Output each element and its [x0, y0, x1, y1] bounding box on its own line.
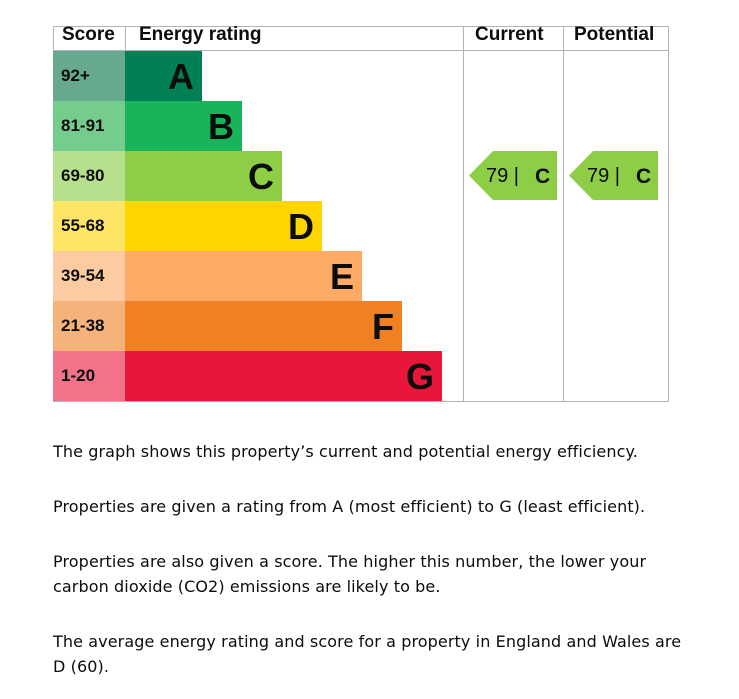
header-energy-rating: Energy rating [139, 24, 262, 45]
score-range-c: 69-80 [53, 151, 125, 201]
current-divider [463, 26, 464, 402]
score-range-d: 55-68 [53, 201, 125, 251]
current-score: 79 | [486, 165, 519, 187]
current-rating-arrow: 79 | C [469, 151, 557, 200]
right-border [668, 26, 669, 402]
rating-arrows: 79 | C 79 | C [469, 151, 658, 200]
rating-bar-d: D [125, 201, 322, 251]
header-potential: Potential [574, 24, 655, 45]
header-current: Current [475, 24, 544, 45]
bottom-border [53, 401, 668, 402]
description-paragraph-4: The average energy rating and score for … [53, 632, 682, 676]
rating-bar-g: G [125, 351, 442, 401]
rating-bar-e: E [125, 251, 362, 301]
score-range-a: 92+ [53, 51, 125, 101]
score-range-e: 39-54 [53, 251, 125, 301]
description-paragraph-1: The graph shows this property’s current … [53, 442, 638, 461]
description-paragraph-3: Properties are also given a score. The h… [53, 552, 647, 596]
rating-bar-a: A [125, 51, 202, 101]
description-paragraph-2: Properties are given a rating from A (mo… [53, 497, 646, 516]
potential-rating-arrow: 79 | C [569, 151, 658, 200]
score-range-f: 21-38 [53, 301, 125, 351]
header-score: Score [62, 24, 115, 45]
score-divider [125, 26, 126, 51]
header-divider [53, 50, 668, 51]
top-border [53, 26, 668, 27]
current-letter: C [535, 165, 550, 188]
rating-bar-f: F [125, 301, 402, 351]
potential-score: 79 | [587, 165, 620, 187]
rating-bar-b: B [125, 101, 242, 151]
potential-divider [563, 26, 564, 402]
score-range-b: 81-91 [53, 101, 125, 151]
score-range-g: 1-20 [53, 351, 125, 401]
rating-bar-c: C [125, 151, 282, 201]
potential-letter: C [636, 165, 651, 188]
left-border [53, 26, 54, 51]
